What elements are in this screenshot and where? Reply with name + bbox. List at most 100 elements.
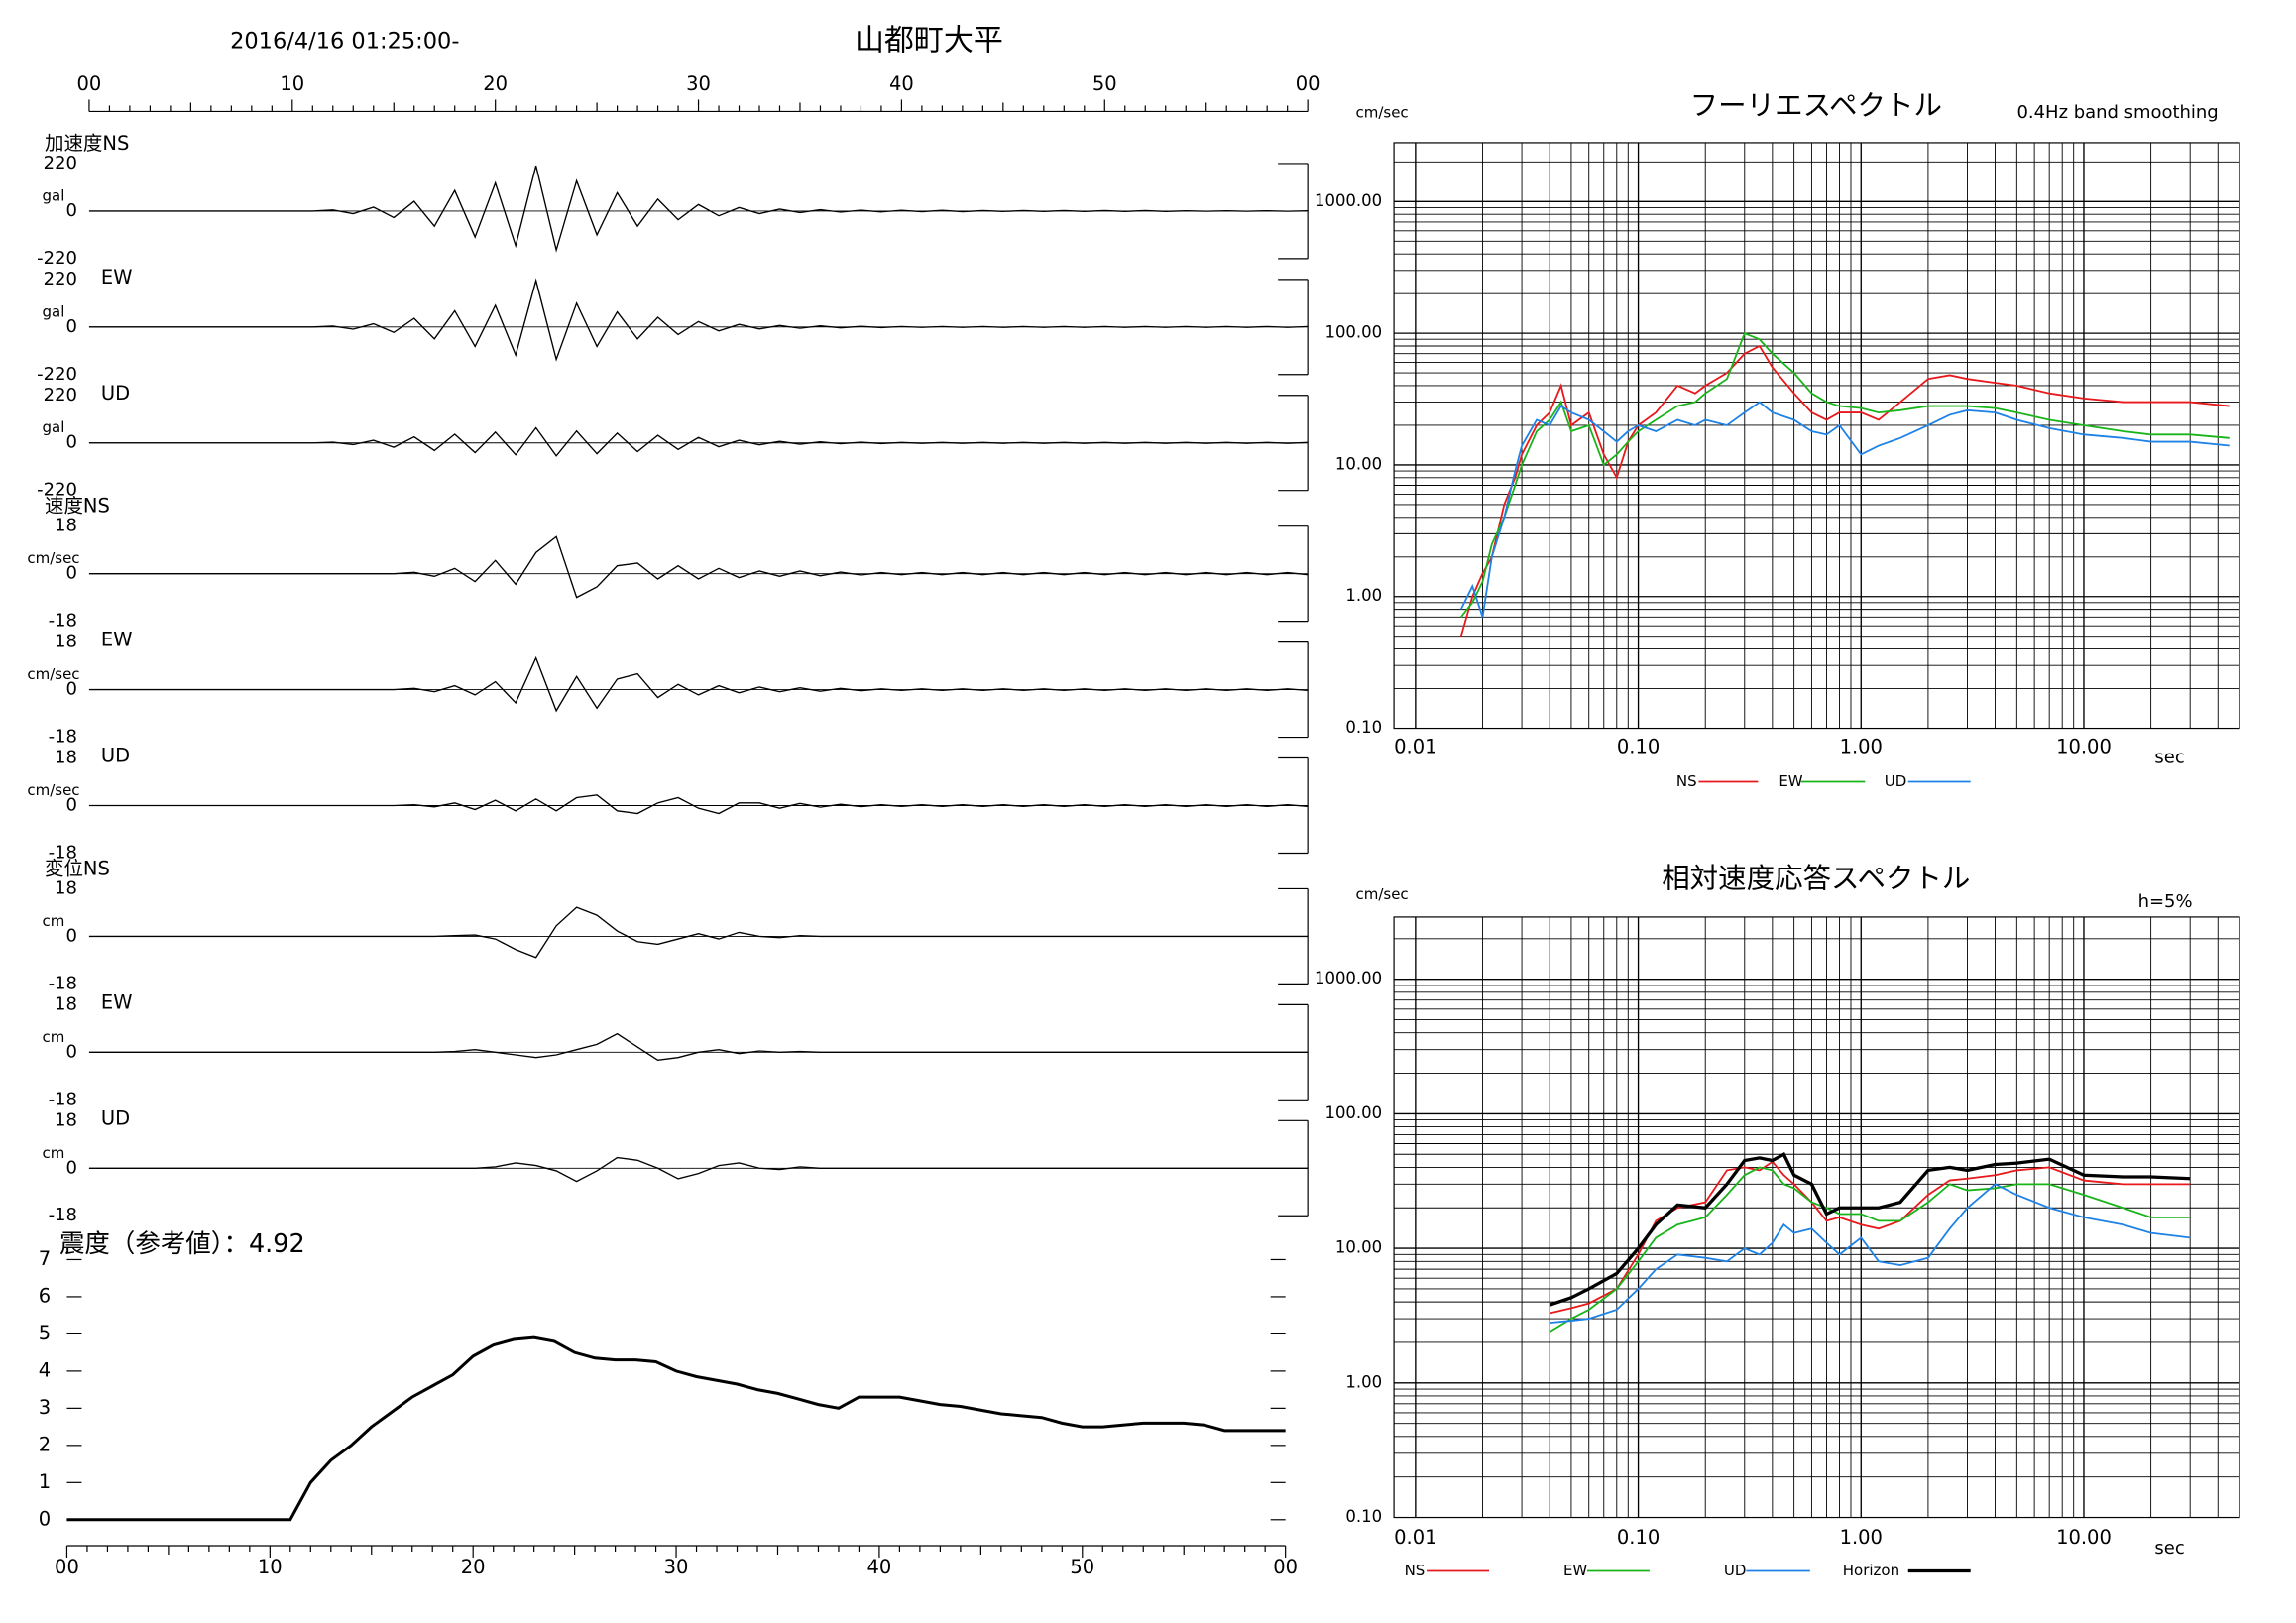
chart-subtitle: 2016/4/16 01:25:00- (230, 29, 459, 55)
y-tick-label: 0 (39, 1507, 51, 1530)
x-tick-label: 10 (280, 72, 304, 95)
x-tick-label: 30 (686, 72, 711, 95)
y-tick-label: -18 (49, 842, 77, 863)
y-tick-label: 10.00 (1335, 1238, 1382, 1257)
chart-subtitle: 0.4Hz band smoothing (2016, 102, 2218, 123)
y-tick-label: 18 (55, 877, 77, 898)
waveform-line (88, 1156, 1309, 1183)
y-tick-label: 0.10 (1345, 1507, 1382, 1526)
y-tick-label: -220 (37, 480, 77, 501)
x-tick-label: 00 (55, 1556, 79, 1578)
y-tick-label: 0 (66, 925, 77, 946)
waveform-line (88, 906, 1309, 959)
y-tick-label: 18 (55, 993, 77, 1014)
y-tick-label: 1.00 (1345, 1372, 1382, 1391)
x-tick-label: 0.10 (1617, 1526, 1660, 1549)
plot-frame (1393, 142, 2240, 730)
x-tick-label: 1.00 (1840, 1526, 1883, 1549)
legend-label: Horizon (1843, 1562, 1899, 1579)
y-tick-label: 1000.00 (1315, 969, 1382, 987)
y-tick-label: -18 (49, 611, 77, 632)
y-tick-label: 18 (55, 748, 77, 768)
x-tick-label: 1.00 (1840, 736, 1883, 758)
y-tick-label: 0 (66, 200, 77, 221)
y-tick-label: -18 (49, 727, 77, 748)
y-tick-label: 5 (39, 1322, 51, 1344)
chart-subtitle: h=5% (2138, 891, 2193, 912)
y-tick-label: 0 (66, 795, 77, 816)
x-tick-label: 50 (1070, 1556, 1094, 1578)
series-line (1459, 401, 2230, 618)
x-tick-label: 00 (1273, 1556, 1298, 1578)
x-axis-label: sec (2154, 748, 2184, 768)
y-tick-label: 6 (39, 1284, 51, 1307)
legend-label: EW (1563, 1562, 1587, 1579)
panel-label: EW (101, 629, 133, 651)
waveform-line (88, 278, 1309, 362)
y-tick-label: 1 (39, 1470, 51, 1493)
x-tick-label: 20 (483, 72, 508, 95)
y-tick-label: 220 (44, 269, 77, 290)
series-line (1549, 1151, 2191, 1307)
y-axis-label: cm/sec (1356, 885, 1409, 903)
x-tick-label: 00 (77, 72, 102, 95)
y-tick-label: 220 (44, 153, 77, 174)
x-tick-label: 00 (1296, 72, 1320, 95)
y-tick-label: 100.00 (1324, 323, 1382, 342)
unit-label: gal (43, 418, 65, 436)
waveform-line (88, 535, 1309, 599)
y-tick-label: 18 (55, 1109, 77, 1130)
y-tick-label: 0 (66, 1157, 77, 1178)
chart-title: 相対速度応答スペクトル (1662, 862, 1970, 894)
waveform-line (88, 794, 1309, 815)
x-tick-label: 10 (258, 1556, 283, 1578)
unit-label: cm (43, 1144, 65, 1162)
plot-frame (1393, 916, 2240, 1519)
x-axis-label: sec (2154, 1538, 2184, 1559)
series-line (1550, 1183, 2191, 1325)
waveform-line (88, 655, 1309, 713)
panel-label: UD (101, 1106, 130, 1129)
panel-label: UD (101, 745, 130, 767)
y-tick-label: -220 (37, 248, 77, 269)
y-tick-label: 0 (66, 432, 77, 453)
panel-label: UD (101, 382, 130, 405)
chart-title: 山都町大平 (855, 24, 1003, 58)
unit-label: cm/sec (27, 549, 79, 567)
legend-label: UD (1885, 772, 1907, 790)
y-tick-label: -18 (49, 1089, 77, 1109)
y-tick-label: -220 (37, 364, 77, 385)
x-tick-label: 10.00 (2056, 736, 2112, 758)
unit-label: cm (43, 912, 65, 930)
y-tick-label: -18 (49, 1205, 77, 1225)
y-tick-label: 1.00 (1345, 586, 1382, 605)
y-tick-label: 18 (55, 632, 77, 652)
legend-label: UD (1724, 1562, 1747, 1579)
y-axis-label: cm/sec (1356, 103, 1409, 121)
y-tick-label: 0 (66, 1041, 77, 1062)
legend-label: NS (1676, 772, 1697, 790)
unit-label: gal (43, 186, 65, 204)
waveform-line (88, 165, 1309, 253)
y-tick-label: 220 (44, 385, 77, 406)
y-tick-label: 100.00 (1324, 1103, 1382, 1122)
chart-title: フーリエスペクトル (1690, 89, 1942, 122)
x-tick-label: 0.01 (1394, 736, 1436, 758)
panel-label: EW (101, 990, 133, 1013)
y-tick-label: 0 (66, 563, 77, 584)
y-tick-label: -18 (49, 973, 77, 993)
series-line (1460, 331, 2230, 618)
y-tick-label: 18 (55, 516, 77, 536)
x-tick-label: 40 (867, 1556, 892, 1578)
y-tick-label: 0.10 (1345, 718, 1382, 737)
waveform-line (88, 426, 1309, 457)
x-tick-label: 10.00 (2056, 1526, 2112, 1549)
series-line (1549, 1166, 2191, 1333)
x-tick-label: 40 (889, 72, 914, 95)
unit-label: cm (43, 1028, 65, 1046)
panel-label: EW (101, 266, 133, 289)
x-tick-label: 0.10 (1617, 736, 1660, 758)
y-tick-label: 0 (66, 679, 77, 700)
intensity-line (66, 1335, 1286, 1522)
